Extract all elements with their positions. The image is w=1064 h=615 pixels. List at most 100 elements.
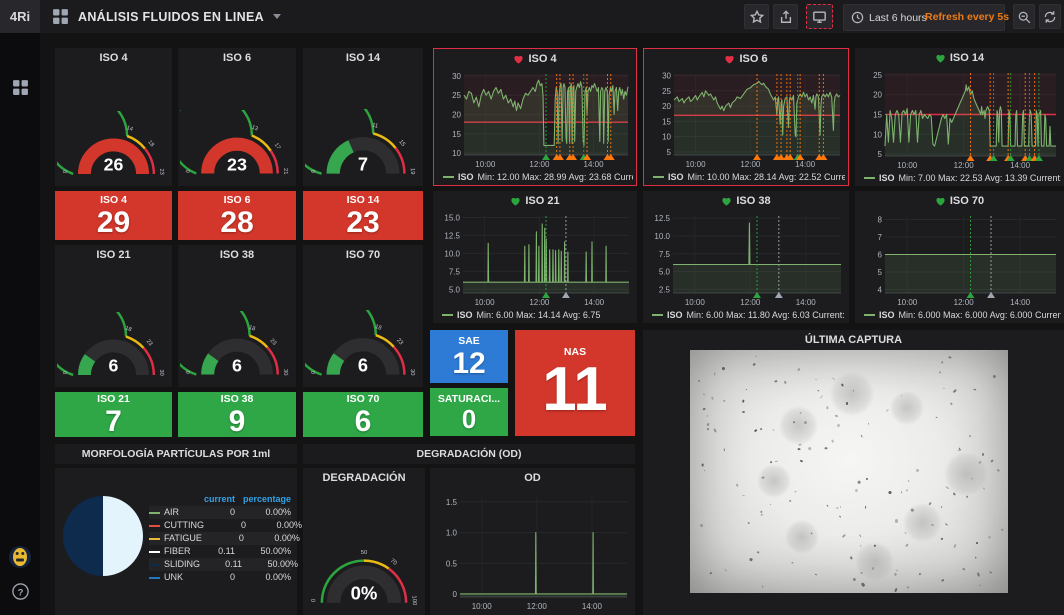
svg-text:10.0: 10.0 xyxy=(654,232,670,241)
legend-label: SLIDING xyxy=(149,558,200,571)
timeseries-iso4[interactable]: 10 15 20 25 30 10:00 12:00 14:00 xyxy=(437,69,633,169)
stat-iso14[interactable]: ISO 14 23 xyxy=(303,191,423,240)
refresh-button[interactable] xyxy=(1039,4,1061,29)
brand-logo[interactable]: 4Ri xyxy=(0,0,40,33)
dashboard-picker[interactable]: ANÁLISIS FLUIDOS EN LINEA xyxy=(52,0,281,33)
timeseries-iso14[interactable]: 5 10 15 20 25 10:00 12:00 14:00 xyxy=(858,68,1061,170)
panel-title[interactable]: ISO 70 xyxy=(855,191,1064,211)
row-header-morfologia[interactable]: MORFOLOGÍA PARTÍCULAS POR 1ml xyxy=(55,444,297,464)
cycle-view-button[interactable] xyxy=(806,4,833,29)
panel-title[interactable]: ISO 14 xyxy=(855,48,1064,68)
svg-text:0.5: 0.5 xyxy=(446,559,458,568)
timeseries-iso70[interactable]: 4 5 6 7 8 10:00 12:00 14:00 xyxy=(858,211,1061,307)
timeseries-iso6[interactable]: 5 10 15 20 25 30 10:00 12:00 14:00 xyxy=(647,69,845,169)
stat-title: ISO 6 xyxy=(223,193,251,206)
panel-title[interactable]: ISO 6 xyxy=(222,52,252,64)
legend-row-cutting[interactable]: CUTTING 0 0.00% xyxy=(149,519,302,532)
stat-iso6[interactable]: ISO 6 28 xyxy=(178,191,296,240)
legend-row-fatigue[interactable]: FATIGUE 0 0.00% xyxy=(149,532,300,545)
panel-morfologia: current percentage AIR 0 0.00% CUTTING 0 0.00… xyxy=(55,468,302,615)
legend-current: 0 xyxy=(240,520,246,530)
svg-text:15: 15 xyxy=(452,130,461,139)
timeseries-iso38[interactable]: 2.5 5.0 7.5 10.0 12.5 10:00 12:00 14:00 xyxy=(646,211,846,307)
panel-title[interactable]: ISO 38 xyxy=(643,191,849,211)
panel-gauge-iso14: ISO 14 0 11 15 19 7 xyxy=(303,48,423,186)
stat-iso38[interactable]: ISO 38 9 xyxy=(178,392,296,437)
stat-title: NAS xyxy=(563,346,587,358)
ok-heart-icon xyxy=(511,197,520,206)
help-button[interactable]: ? xyxy=(8,579,32,603)
morfologia-pie-chart[interactable] xyxy=(61,494,145,578)
gauge-iso4: 0 14 18 23 26 xyxy=(57,70,170,182)
timeseries-iso21[interactable]: 5.0 7.5 10.0 12.5 15.0 10:00 12:00 14:00 xyxy=(436,211,634,307)
share-button[interactable] xyxy=(773,4,798,29)
stat-value: 7 xyxy=(105,404,122,438)
svg-text:23: 23 xyxy=(268,338,277,347)
svg-text:30: 30 xyxy=(158,369,164,376)
svg-text:14:00: 14:00 xyxy=(584,298,605,307)
svg-text:14:00: 14:00 xyxy=(1010,161,1031,170)
panel-title[interactable]: OD xyxy=(524,472,541,484)
user-avatar[interactable] xyxy=(8,545,32,569)
zoom-out-button[interactable] xyxy=(1013,4,1035,29)
panel-title[interactable]: ISO 14 xyxy=(345,52,381,64)
panel-gauge-iso21: ISO 21 0 18 23 30 6 xyxy=(55,245,172,387)
stat-iso70[interactable]: ISO 70 6 xyxy=(303,392,423,437)
svg-text:7.5: 7.5 xyxy=(449,267,461,276)
svg-text:25: 25 xyxy=(662,87,671,96)
svg-text:23: 23 xyxy=(227,155,247,175)
gauge-iso6: 0 13 17 21 23 xyxy=(180,70,294,182)
legend-row-unk[interactable]: UNK 0 0.00% xyxy=(149,571,291,584)
star-button[interactable] xyxy=(744,4,769,29)
stat-iso4[interactable]: ISO 4 29 xyxy=(55,191,172,240)
series-label[interactable]: ISO xyxy=(879,310,895,320)
refresh-interval-label[interactable]: Refresh every 5s xyxy=(925,10,1010,23)
panel-title[interactable]: ISO 38 xyxy=(219,249,255,261)
panel-gauge-iso70: ISO 70 0 18 23 30 6 xyxy=(303,245,423,387)
stat-value: 28 xyxy=(220,205,254,239)
panel-title[interactable]: ISO 4 xyxy=(99,52,128,64)
panel-title[interactable]: DEGRADACIÓN xyxy=(322,472,406,484)
svg-text:15.0: 15.0 xyxy=(444,213,460,222)
svg-text:10: 10 xyxy=(452,149,461,158)
stat-saturacion[interactable]: SATURACI... 0 xyxy=(430,388,508,436)
series-label[interactable]: ISO xyxy=(879,173,895,183)
sidebar-item-dashboards[interactable] xyxy=(8,75,32,99)
panel-title[interactable]: ISO 70 xyxy=(345,249,381,261)
series-label[interactable]: ISO xyxy=(668,172,684,182)
svg-text:0: 0 xyxy=(63,371,69,374)
stat-iso21[interactable]: ISO 21 7 xyxy=(55,392,172,437)
legend-label: AIR xyxy=(149,506,193,519)
svg-text:0: 0 xyxy=(453,590,458,599)
series-label[interactable]: ISO xyxy=(667,310,683,320)
legend-percentage: 0.00% xyxy=(274,533,300,543)
panel-title[interactable]: ISO 21 xyxy=(433,191,637,211)
chart-legend: ISO Min: 12.00 Max: 28.99 Avg: 23.68 Curr… xyxy=(443,170,633,184)
legend-row-sliding[interactable]: SLIDING 0.11 50.00% xyxy=(149,558,298,571)
panel-title[interactable]: ISO 6 xyxy=(644,49,848,69)
svg-text:11: 11 xyxy=(371,123,378,130)
legend-row-air[interactable]: AIR 0 0.00% xyxy=(149,506,291,519)
stat-title: SATURACI... xyxy=(437,392,501,405)
series-color-dash xyxy=(864,177,875,179)
stat-nas[interactable]: NAS 11 xyxy=(515,330,635,436)
time-range-picker[interactable]: Last 6 hours xyxy=(843,4,1005,31)
svg-text:15: 15 xyxy=(397,139,406,148)
stat-sae[interactable]: SAE 12 xyxy=(430,330,508,383)
svg-text:14:00: 14:00 xyxy=(795,160,816,169)
panel-title[interactable]: ISO 4 xyxy=(434,49,636,69)
panel-title[interactable]: ÚLTIMA CAPTURA xyxy=(804,334,903,346)
gauge-iso38: 0 18 23 30 6 xyxy=(180,267,294,383)
stat-value: 0 xyxy=(461,403,477,434)
timeseries-od[interactable]: 0 0.5 1.0 1.5 10:00 12:00 14:00 xyxy=(433,492,632,611)
stat-value: 23 xyxy=(346,205,380,239)
panel-title[interactable]: ISO 21 xyxy=(96,249,131,261)
legend-label: UNK xyxy=(149,571,193,584)
ok-heart-icon xyxy=(936,197,945,206)
legend-row-fiber[interactable]: FIBER 0.11 50.00% xyxy=(149,545,291,558)
row-header-degradacion[interactable]: DEGRADACIÓN (OD) xyxy=(303,444,635,464)
gauge-iso21: 0 18 23 30 6 xyxy=(57,267,170,383)
series-label[interactable]: ISO xyxy=(458,172,474,182)
chart-legend: ISO Min: 10.00 Max: 28.14 Avg: 22.52 Curr… xyxy=(653,170,845,184)
series-label[interactable]: ISO xyxy=(457,310,473,320)
